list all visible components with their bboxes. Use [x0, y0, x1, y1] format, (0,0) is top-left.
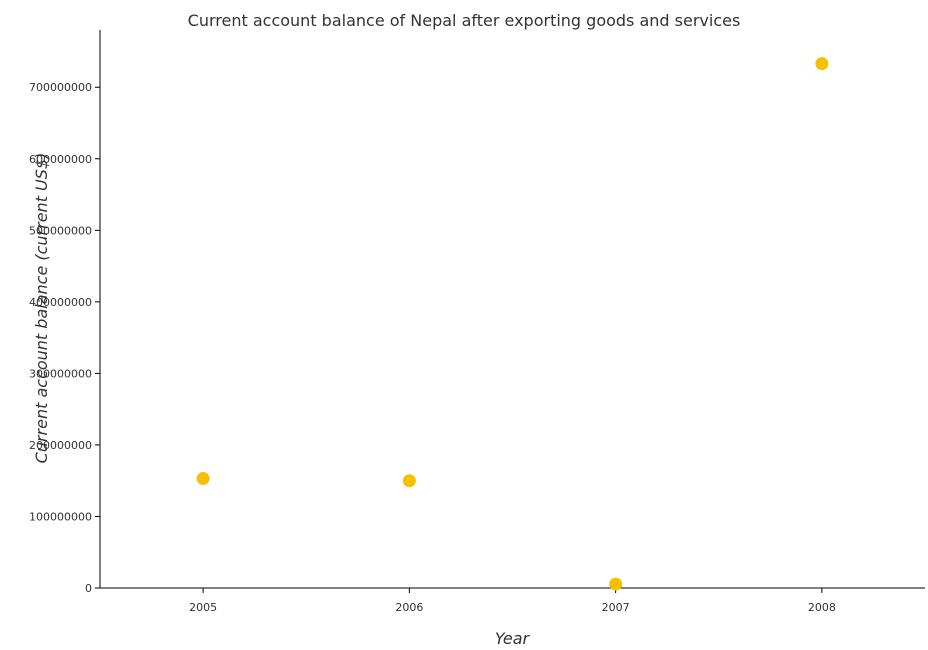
x-tick-label: 2005	[189, 601, 217, 614]
y-tick-label: 0	[85, 582, 92, 595]
data-point	[609, 577, 623, 591]
y-tick-label: 300000000	[29, 367, 92, 380]
x-axis-label: Year	[495, 629, 531, 648]
data-point	[196, 472, 210, 486]
y-ticks: 0 100000000 200000000 300000000 400000000 500…	[29, 81, 100, 595]
y-tick-label: 600000000	[29, 153, 92, 166]
y-tick-label: 200000000	[29, 439, 92, 452]
y-tick-label: 500000000	[29, 224, 92, 237]
y-axis-label: Current account balance (current US$)	[32, 153, 51, 464]
x-tick-label: 2006	[395, 601, 423, 614]
plot-area: 0 100000000 200000000 300000000 400000000 500…	[29, 30, 925, 614]
y-tick-label: 400000000	[29, 296, 92, 309]
data-point	[815, 57, 829, 71]
x-ticks: 2005 2006 2007 2008	[189, 588, 836, 614]
chart-title: Current account balance of Nepal after e…	[188, 11, 741, 30]
y-tick-label: 700000000	[29, 81, 92, 94]
x-tick-label: 2007	[602, 601, 630, 614]
y-tick-label: 100000000	[29, 510, 92, 523]
data-points	[196, 57, 829, 591]
x-tick-label: 2008	[808, 601, 836, 614]
data-point	[402, 474, 416, 488]
